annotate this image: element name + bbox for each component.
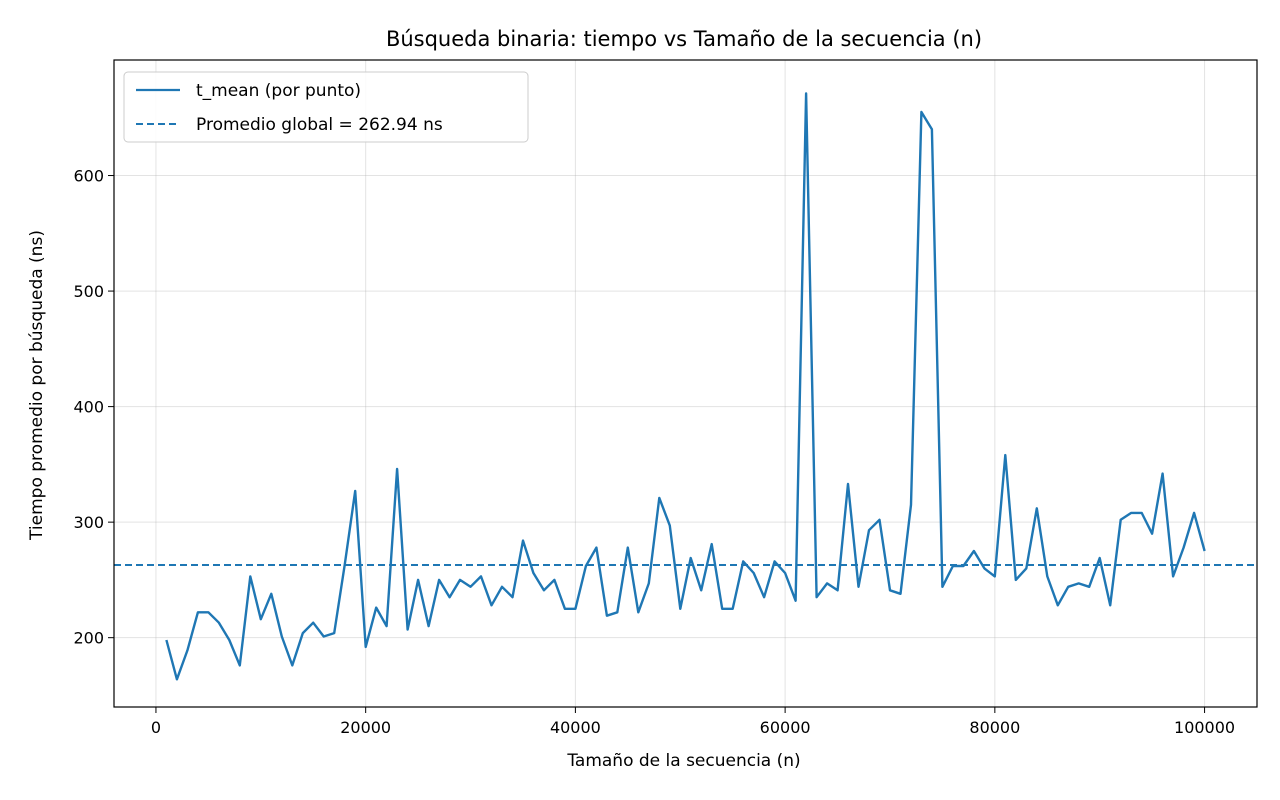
x-axis-title: Tamaño de la secuencia (n) (566, 751, 800, 771)
y-axis: 200 300 400 500 600 (73, 167, 114, 648)
y-axis-title: Tiempo promedio por búsqueda (ns) (27, 230, 47, 541)
legend-label-t-mean: t_mean (por punto) (196, 81, 361, 101)
series-layer (114, 92, 1257, 681)
y-tick-label: 200 (73, 629, 104, 648)
y-tick-label: 600 (73, 167, 104, 186)
x-tick-label: 100000 (1174, 718, 1235, 737)
x-tick-label: 0 (151, 718, 161, 737)
y-tick-label: 300 (73, 513, 104, 532)
y-tick-label: 500 (73, 282, 104, 301)
legend-label-global-mean: Promedio global = 262.94 ns (196, 115, 443, 135)
x-tick-label: 40000 (550, 718, 601, 737)
x-tick-label: 80000 (969, 718, 1020, 737)
legend: t_mean (por punto) Promedio global = 262… (123, 71, 529, 143)
x-axis: 0 20000 40000 60000 80000 100000 (151, 707, 1235, 737)
grid (114, 60, 1257, 707)
plot-area-frame (113, 59, 1258, 708)
legend-box (123, 71, 529, 143)
t-mean-line (165, 92, 1206, 681)
x-tick-label: 60000 (760, 718, 811, 737)
chart-title: Búsqueda binaria: tiempo vs Tamaño de la… (386, 27, 982, 51)
y-tick-label: 400 (73, 398, 104, 417)
x-tick-label: 20000 (340, 718, 391, 737)
